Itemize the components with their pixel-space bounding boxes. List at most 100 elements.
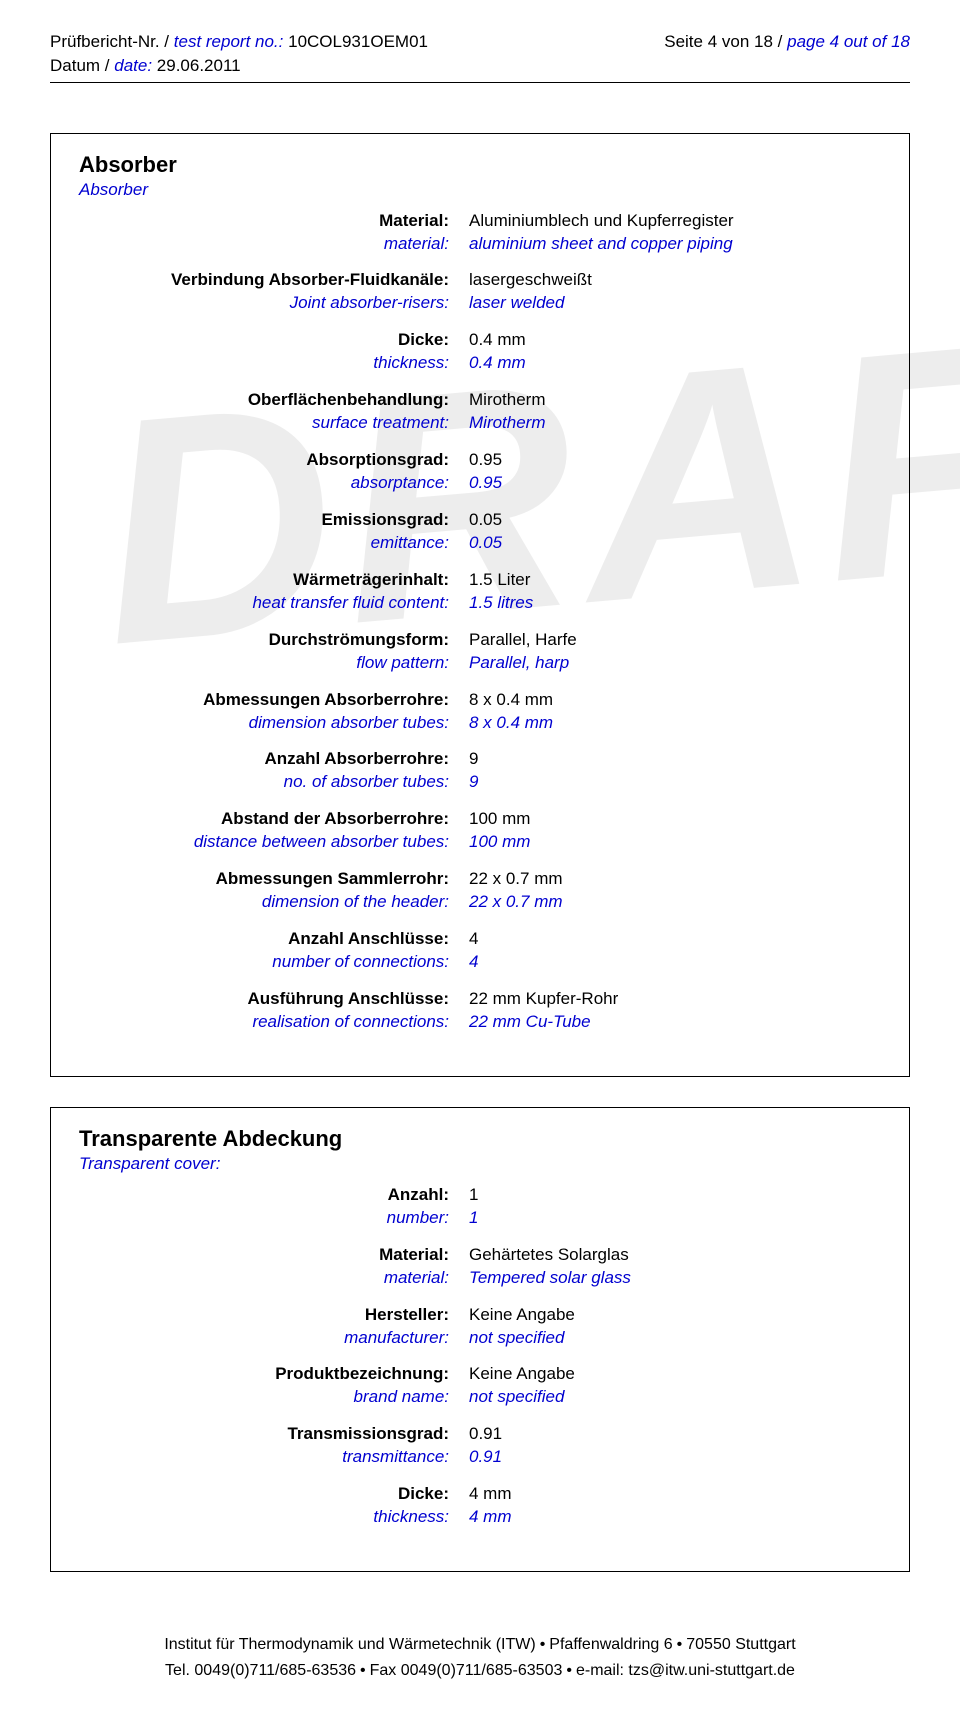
value-en: 22 x 0.7 mm: [469, 891, 881, 914]
label-cell: Verbindung Absorber-Fluidkanäle:Joint ab…: [79, 269, 469, 315]
value-en: Tempered solar glass: [469, 1267, 881, 1290]
label-de: Abmessungen Sammlerrohr:: [79, 868, 449, 891]
data-row: Transmissionsgrad:transmittance:0.910.91: [79, 1423, 881, 1469]
value-en: Mirotherm: [469, 412, 881, 435]
value-cell: Keine Angabenot specified: [469, 1363, 881, 1409]
value-cell: Parallel, HarfeParallel, harp: [469, 629, 881, 675]
value-de: Keine Angabe: [469, 1363, 881, 1386]
label-cell: Anzahl Anschlüsse:number of connections:: [79, 928, 469, 974]
label-cell: Abmessungen Absorberrohre:dimension abso…: [79, 689, 469, 735]
value-cell: 4 mm4 mm: [469, 1483, 881, 1529]
date-label-de: Datum /: [50, 56, 114, 75]
absorber-title-en: Absorber: [79, 180, 881, 200]
label-cell: Material:material:: [79, 210, 469, 256]
value-en: 100 mm: [469, 831, 881, 854]
label-en: distance between absorber tubes:: [79, 831, 449, 854]
page-footer: Institut für Thermodynamik und Wärmetech…: [50, 1632, 910, 1683]
data-row: Dicke:thickness:4 mm4 mm: [79, 1483, 881, 1529]
value-cell: Keine Angabenot specified: [469, 1304, 881, 1350]
data-row: Emissionsgrad:emittance:0.050.05: [79, 509, 881, 555]
value-de: 0.4 mm: [469, 329, 881, 352]
page-header: Prüfbericht-Nr. / test report no.: 10COL…: [50, 30, 910, 83]
label-en: flow pattern:: [79, 652, 449, 675]
label-en: number:: [79, 1207, 449, 1230]
label-en: material:: [79, 1267, 449, 1290]
cover-rows: Anzahl:number:11Material:material:Gehärt…: [79, 1184, 881, 1529]
label-en: thickness:: [79, 1506, 449, 1529]
value-cell: 11: [469, 1184, 881, 1230]
value-cell: MirothermMirotherm: [469, 389, 881, 435]
label-en: heat transfer fluid content:: [79, 592, 449, 615]
value-en: 22 mm Cu-Tube: [469, 1011, 881, 1034]
value-cell: 99: [469, 748, 881, 794]
footer-separator: •: [566, 1662, 572, 1679]
value-cell: 22 mm Kupfer-Rohr22 mm Cu-Tube: [469, 988, 881, 1034]
report-label-de: Prüfbericht-Nr. /: [50, 32, 174, 51]
value-cell: 0.950.95: [469, 449, 881, 495]
label-de: Absorptionsgrad:: [79, 449, 449, 472]
label-cell: Oberflächenbehandlung:surface treatment:: [79, 389, 469, 435]
value-de: 8 x 0.4 mm: [469, 689, 881, 712]
label-de: Hersteller:: [79, 1304, 449, 1327]
value-en: laser welded: [469, 292, 881, 315]
value-en: not specified: [469, 1327, 881, 1350]
value-cell: 8 x 0.4 mm8 x 0.4 mm: [469, 689, 881, 735]
label-en: dimension of the header:: [79, 891, 449, 914]
label-cell: Wärmeträgerinhalt:heat transfer fluid co…: [79, 569, 469, 615]
label-cell: Abmessungen Sammlerrohr:dimension of the…: [79, 868, 469, 914]
value-cell: 100 mm100 mm: [469, 808, 881, 854]
value-en: 0.91: [469, 1446, 881, 1469]
label-de: Oberflächenbehandlung:: [79, 389, 449, 412]
label-cell: Ausführung Anschlüsse:realisation of con…: [79, 988, 469, 1034]
label-de: Ausführung Anschlüsse:: [79, 988, 449, 1011]
label-en: brand name:: [79, 1386, 449, 1409]
date-label-en: date:: [114, 56, 152, 75]
footer-separator: •: [540, 1636, 546, 1653]
value-de: 1: [469, 1184, 881, 1207]
data-row: Anzahl Anschlüsse:number of connections:…: [79, 928, 881, 974]
data-row: Dicke:thickness:0.4 mm0.4 mm: [79, 329, 881, 375]
value-de: 0.95: [469, 449, 881, 472]
date-value: 29.06.2011: [152, 56, 241, 75]
label-de: Verbindung Absorber-Fluidkanäle:: [79, 269, 449, 292]
label-en: surface treatment:: [79, 412, 449, 435]
value-de: lasergeschweißt: [469, 269, 881, 292]
value-de: 4 mm: [469, 1483, 881, 1506]
label-de: Anzahl Anschlüsse:: [79, 928, 449, 951]
data-row: Produktbezeichnung:brand name:Keine Anga…: [79, 1363, 881, 1409]
label-de: Durchströmungsform:: [79, 629, 449, 652]
data-row: Abmessungen Sammlerrohr:dimension of the…: [79, 868, 881, 914]
value-de: 22 mm Kupfer-Rohr: [469, 988, 881, 1011]
label-en: material:: [79, 233, 449, 256]
value-cell: 0.050.05: [469, 509, 881, 555]
value-de: Gehärtetes Solarglas: [469, 1244, 881, 1267]
header-left: Prüfbericht-Nr. / test report no.: 10COL…: [50, 30, 428, 78]
label-cell: Emissionsgrad:emittance:: [79, 509, 469, 555]
label-en: Joint absorber-risers:: [79, 292, 449, 315]
absorber-rows: Material:material:Aluminiumblech und Kup…: [79, 210, 881, 1034]
absorber-title-de: Absorber: [79, 152, 881, 178]
value-en: 1: [469, 1207, 881, 1230]
value-cell: 0.4 mm0.4 mm: [469, 329, 881, 375]
data-row: Hersteller:manufacturer: Keine Angabenot …: [79, 1304, 881, 1350]
label-cell: Absorptionsgrad:absorptance:: [79, 449, 469, 495]
label-en: no. of absorber tubes:: [79, 771, 449, 794]
footer-institute: Institut für Thermodynamik und Wärmetech…: [164, 1636, 535, 1653]
label-de: Material:: [79, 1244, 449, 1267]
label-en: number of connections:: [79, 951, 449, 974]
data-row: Durchströmungsform:flow pattern: Parallel…: [79, 629, 881, 675]
value-de: Keine Angabe: [469, 1304, 881, 1327]
label-en: dimension absorber tubes:: [79, 712, 449, 735]
value-en: 9: [469, 771, 881, 794]
data-row: Abstand der Absorberrohre:distance betwe…: [79, 808, 881, 854]
label-en: manufacturer:: [79, 1327, 449, 1350]
label-en: transmittance:: [79, 1446, 449, 1469]
label-en: absorptance:: [79, 472, 449, 495]
label-de: Abstand der Absorberrohre:: [79, 808, 449, 831]
label-de: Dicke:: [79, 1483, 449, 1506]
label-cell: Dicke:thickness:: [79, 1483, 469, 1529]
page-container: Prüfbericht-Nr. / test report no.: 10COL…: [0, 0, 960, 1723]
data-row: Abmessungen Absorberrohre:dimension abso…: [79, 689, 881, 735]
data-row: Ausführung Anschlüsse:realisation of con…: [79, 988, 881, 1034]
label-cell: Anzahl Absorberrohre:no. of absorber tub…: [79, 748, 469, 794]
